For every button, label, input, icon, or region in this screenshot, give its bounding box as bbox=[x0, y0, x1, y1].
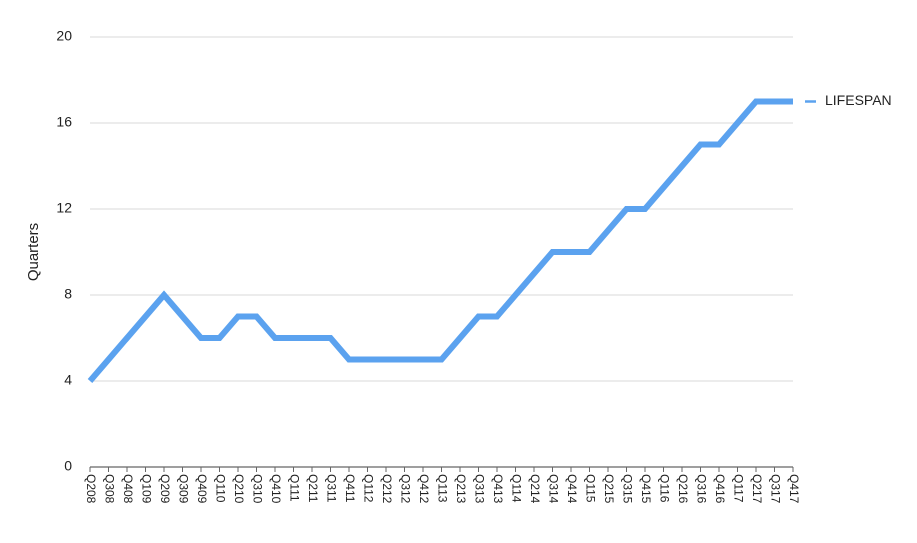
x-tick-label: Q214 bbox=[528, 474, 542, 504]
x-tick-label: Q413 bbox=[491, 474, 505, 504]
x-tick-label: Q208 bbox=[84, 474, 98, 504]
x-tick-label: Q115 bbox=[583, 474, 597, 503]
x-tick-label: Q316 bbox=[694, 474, 708, 504]
x-tick-label: Q110 bbox=[213, 474, 227, 503]
x-tick-label: Q216 bbox=[676, 474, 690, 504]
x-tick-label: Q417 bbox=[787, 474, 801, 504]
legend-label: LIFESPAN bbox=[825, 92, 892, 108]
x-tick-label: Q217 bbox=[750, 474, 764, 504]
x-tick-label: Q412 bbox=[417, 474, 431, 504]
x-tick-label: Q317 bbox=[768, 474, 782, 504]
x-tick-label: Q212 bbox=[380, 474, 394, 504]
x-tick-label: Q111 bbox=[287, 474, 301, 502]
x-tick-label: Q315 bbox=[620, 474, 634, 504]
x-tick-label: Q310 bbox=[250, 474, 264, 504]
x-tick-label: Q415 bbox=[639, 474, 653, 504]
x-tick-label: Q113 bbox=[435, 474, 449, 503]
y-axis-title: Quarters bbox=[25, 223, 42, 281]
series-lines bbox=[87, 98, 793, 383]
x-tick-label: Q311 bbox=[324, 474, 338, 503]
y-tick-label: 8 bbox=[64, 286, 72, 302]
x-tick-label: Q112 bbox=[361, 474, 375, 503]
y-tick-label: 4 bbox=[64, 372, 72, 388]
x-tick-label: Q213 bbox=[454, 474, 468, 504]
y-tick-label: 20 bbox=[56, 28, 72, 44]
x-tick-label: Q312 bbox=[398, 474, 412, 504]
x-tick-label: Q411 bbox=[343, 474, 357, 503]
x-tick-label: Q409 bbox=[195, 474, 209, 504]
x-tick-label: Q408 bbox=[121, 474, 135, 504]
x-tick-label: Q109 bbox=[139, 474, 153, 504]
x-tick-label: Q210 bbox=[232, 474, 246, 504]
x-tick-label: Q410 bbox=[269, 474, 283, 504]
legend: LIFESPAN bbox=[805, 92, 892, 108]
y-tick-label: 0 bbox=[64, 458, 72, 474]
x-tick-label: Q308 bbox=[102, 474, 116, 504]
x-tick-label: Q309 bbox=[176, 474, 190, 504]
x-tick-label: Q114 bbox=[509, 474, 523, 503]
x-tick-label: Q313 bbox=[472, 474, 486, 504]
x-tick-label: Q117 bbox=[731, 474, 745, 503]
axes: 0 4 8 12 16 20 Q208 Q308 Q408 Q109 Q209 Q309 Q409 Q11… bbox=[56, 28, 800, 504]
y-tick-label: 12 bbox=[56, 200, 72, 216]
x-tick-label: Q416 bbox=[713, 474, 727, 504]
x-tick-label: Q116 bbox=[657, 474, 671, 503]
series-line-lifespan bbox=[87, 98, 793, 383]
x-tick-label: Q209 bbox=[158, 474, 172, 504]
x-tick-label: Q211 bbox=[306, 474, 320, 503]
gridlines bbox=[90, 36, 793, 382]
y-tick-label: 16 bbox=[56, 114, 72, 130]
x-tick-label: Q314 bbox=[546, 474, 560, 504]
x-tick-label: Q414 bbox=[565, 474, 579, 504]
x-tick-label: Q215 bbox=[602, 474, 616, 504]
